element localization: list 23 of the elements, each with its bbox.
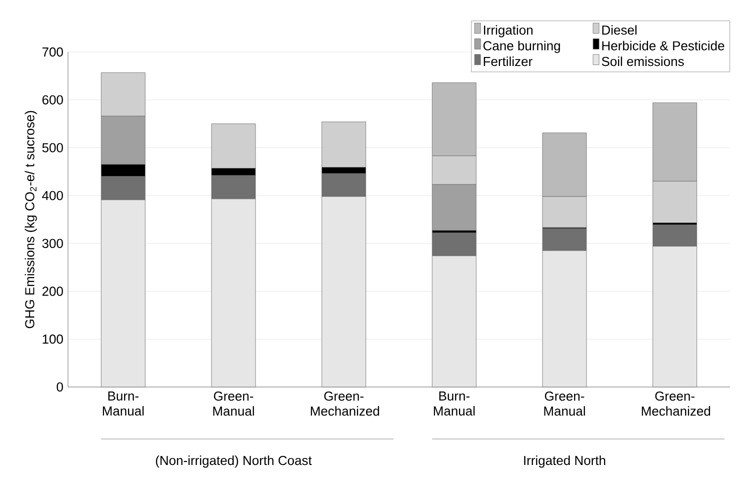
- y-tick-label: 400: [42, 190, 63, 200]
- y-tick-label: 500: [42, 143, 63, 152]
- y-tick-label: 300: [42, 238, 63, 248]
- legend-label: Fertilizer: [484, 56, 532, 66]
- x-tick-label: Burn-Manual: [434, 392, 475, 416]
- x-tick-label: Green-Manual: [213, 392, 254, 416]
- legend-label: Cane burning: [483, 40, 560, 53]
- text: (Non-irrigated) North Coast: [156, 456, 312, 468]
- text: Irrigated North: [524, 456, 606, 468]
- y-tick-label: 0: [56, 382, 63, 392]
- y-tick-label: 200: [42, 286, 63, 296]
- x-tick-label: Green-Mechanized: [642, 392, 710, 416]
- y-axis-title: GHG Emissions (kg CO$_{2}$-e/ t sucrose): [24, 110, 37, 328]
- legend-label: Soil emissions: [602, 56, 684, 66]
- y-tick-label: 700: [42, 47, 63, 57]
- x-tick-label: Burn-Manual: [102, 392, 144, 416]
- legend-label: Irrigation: [484, 25, 533, 38]
- x-tick-label: Green-Mechanized: [310, 392, 380, 416]
- y-tick-label: 100: [42, 334, 63, 344]
- legend-label: Herbicide & Pesticide: [602, 40, 724, 50]
- y-tick-label: 600: [42, 95, 63, 104]
- legend-label: Diesel: [602, 25, 636, 35]
- x-tick-label: Green-Manual: [544, 392, 585, 416]
